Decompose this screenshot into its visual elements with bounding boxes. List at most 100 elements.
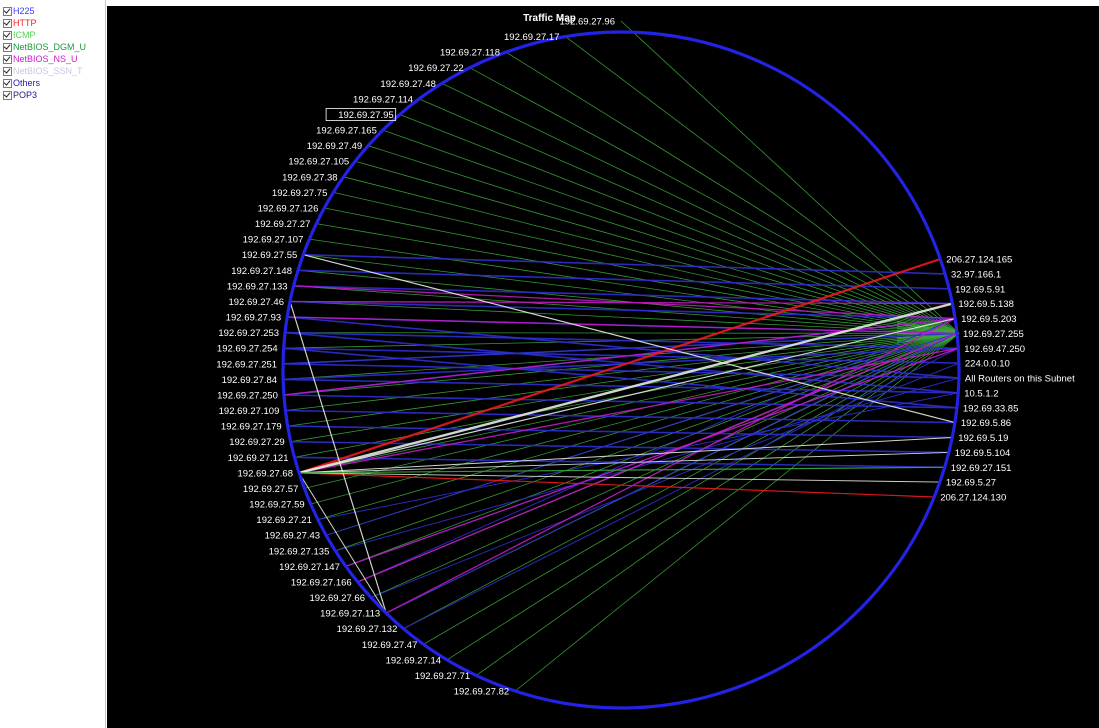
legend-checkbox[interactable] xyxy=(3,54,12,64)
node-label-left[interactable]: 192.69.27.253 xyxy=(218,328,279,339)
netbios-dgm-line xyxy=(565,36,960,334)
node-label-left[interactable]: 192.69.27.132 xyxy=(337,624,398,635)
node-label-right[interactable]: 192.69.5.104 xyxy=(955,448,1010,459)
node-label-left[interactable]: 192.69.27.118 xyxy=(440,48,500,59)
legend-checkbox[interactable] xyxy=(3,18,12,28)
node-label-left[interactable]: 192.69.27.66 xyxy=(310,593,365,604)
node-label-left[interactable]: 192.69.27.84 xyxy=(222,375,277,386)
node-label-left[interactable]: 192.69.27.14 xyxy=(386,655,441,666)
legend-checkbox[interactable] xyxy=(3,90,12,100)
h225-line xyxy=(325,332,958,536)
node-label-left[interactable]: 192.69.27.49 xyxy=(307,141,362,152)
netbios-dgm-line xyxy=(896,332,960,344)
node-label-left[interactable]: 192.69.27.107 xyxy=(243,235,304,246)
netbios-dgm-line xyxy=(441,82,960,334)
node-label-left[interactable]: 192.69.27.121 xyxy=(228,453,289,464)
node-label-left[interactable]: 192.69.27.29 xyxy=(229,437,284,448)
h225-line xyxy=(385,332,958,614)
node-label-left[interactable]: 192.69.27.135 xyxy=(269,546,330,557)
legend-checkbox[interactable] xyxy=(3,30,12,40)
netbios-dgm-line xyxy=(309,238,960,334)
legend-item-netbios-ns-u[interactable]: NetBIOS_NS_U xyxy=(3,53,105,65)
legend-item-http[interactable]: HTTP xyxy=(3,17,105,29)
h225-line xyxy=(297,269,950,290)
node-label-left[interactable]: 192.69.27.109 xyxy=(219,406,280,417)
netbios-dgm-line xyxy=(298,466,945,474)
node-label-left[interactable]: 192.69.27.179 xyxy=(221,422,282,433)
node-label-right[interactable]: 206.27.124.165 xyxy=(946,255,1012,266)
node-label-left[interactable]: 192.69.27.47 xyxy=(362,640,417,651)
node-label-right[interactable]: 224.0.0.10 xyxy=(965,359,1010,370)
legend-item-icmp[interactable]: ICMP xyxy=(3,29,105,41)
node-label-left[interactable]: 192.69.27.251 xyxy=(216,359,277,370)
node-label-left[interactable]: 192.69.27.250 xyxy=(217,391,278,402)
legend-item-others[interactable]: Others xyxy=(3,77,105,89)
node-label-left[interactable]: 192.69.27.113 xyxy=(320,609,380,620)
h225-line xyxy=(357,318,956,583)
node-label-right[interactable]: All Routers on this Subnet xyxy=(965,374,1075,385)
http-line xyxy=(298,472,935,498)
netbios-dgm-line xyxy=(345,333,960,567)
node-label-left[interactable]: 192.69.27.68 xyxy=(238,468,293,479)
node-label-left[interactable]: 192.69.27.21 xyxy=(256,515,311,526)
netbios-dgm-line xyxy=(298,333,960,474)
node-label-right[interactable]: 206.27.124.130 xyxy=(940,493,1006,504)
node-label-left[interactable]: 192.69.27.105 xyxy=(288,157,349,168)
node-label-left[interactable]: 192.69.27.148 xyxy=(231,266,292,277)
node-label-right[interactable]: 32.97.166.1 xyxy=(951,269,1001,280)
node-label-right[interactable]: 192.69.5.86 xyxy=(961,418,1011,429)
legend-label: NetBIOS_SSN_T xyxy=(13,66,83,76)
h225-line xyxy=(285,409,955,424)
node-label-right[interactable]: 192.69.5.27 xyxy=(946,478,996,489)
node-label-left[interactable]: 192.69.27.93 xyxy=(226,313,281,324)
http-line xyxy=(298,257,941,474)
node-label-right[interactable]: 192.69.5.19 xyxy=(958,433,1008,444)
node-label-left[interactable]: 192.69.27.82 xyxy=(454,687,509,698)
node-label-left[interactable]: 192.69.27.133 xyxy=(227,281,288,292)
netbios-dgm-line xyxy=(505,51,960,334)
node-label-left[interactable]: 192.69.27.43 xyxy=(265,531,320,542)
node-label-left[interactable]: 192.69.27.22 xyxy=(408,63,463,74)
h225-line xyxy=(283,363,959,379)
node-label-right[interactable]: 192.69.47.250 xyxy=(964,344,1025,355)
node-label-left[interactable]: 192.69.27.166 xyxy=(291,577,352,588)
h225-line xyxy=(317,392,959,521)
legend-item-h225[interactable]: H225 xyxy=(3,5,105,17)
netbios-dgm-line xyxy=(368,145,960,334)
netbios-dgm-line xyxy=(324,207,960,334)
node-label-left[interactable]: 192.69.27.48 xyxy=(380,79,435,90)
node-label-left[interactable]: 192.69.27.96 xyxy=(560,17,615,28)
legend-checkbox[interactable] xyxy=(3,6,12,16)
node-label-left[interactable]: 192.69.27.27 xyxy=(255,219,310,230)
netbios-ns-line xyxy=(385,317,956,614)
legend-item-netbios-dgm-u[interactable]: NetBIOS_DGM_U xyxy=(3,41,105,53)
node-label-left[interactable]: 192.69.27.71 xyxy=(415,671,470,682)
node-label-left[interactable]: 192.69.27.147 xyxy=(279,562,340,573)
node-label-right[interactable]: 192.69.5.91 xyxy=(955,284,1005,295)
legend-item-pop3[interactable]: POP3 xyxy=(3,89,105,101)
node-label-right[interactable]: 192.69.27.255 xyxy=(963,329,1024,340)
node-label-right[interactable]: 192.69.27.151 xyxy=(951,463,1012,474)
node-label-left[interactable]: 192.69.27.114 xyxy=(353,94,413,105)
node-label-left[interactable]: 192.69.27.95 xyxy=(338,110,393,121)
legend-item-netbios-ssn-t[interactable]: NetBIOS_SSN_T xyxy=(3,65,105,77)
node-label-right[interactable]: 10.5.1.2 xyxy=(964,388,998,399)
h225-line xyxy=(283,332,958,365)
legend-checkbox[interactable] xyxy=(3,42,12,52)
legend-checkbox[interactable] xyxy=(3,78,12,88)
node-label-left[interactable]: 192.69.27.38 xyxy=(282,172,337,183)
node-label-left[interactable]: 192.69.27.55 xyxy=(242,250,297,261)
node-label-right[interactable]: 192.69.5.138 xyxy=(958,299,1013,310)
node-label-right[interactable]: 192.69.5.203 xyxy=(961,314,1016,325)
node-label-left[interactable]: 192.69.27.126 xyxy=(258,204,319,215)
node-label-left[interactable]: 192.69.27.17 xyxy=(504,32,559,43)
node-label-left[interactable]: 192.69.27.254 xyxy=(217,344,278,355)
legend-checkbox[interactable] xyxy=(3,66,12,76)
node-label-right[interactable]: 192.69.33.85 xyxy=(963,403,1018,414)
node-label-left[interactable]: 192.69.27.57 xyxy=(243,484,298,495)
node-label-left[interactable]: 192.69.27.165 xyxy=(316,126,377,137)
node-label-left[interactable]: 192.69.27.75 xyxy=(272,188,327,199)
node-label-left[interactable]: 192.69.27.59 xyxy=(249,500,304,511)
node-label-left[interactable]: 192.69.27.46 xyxy=(229,297,284,308)
